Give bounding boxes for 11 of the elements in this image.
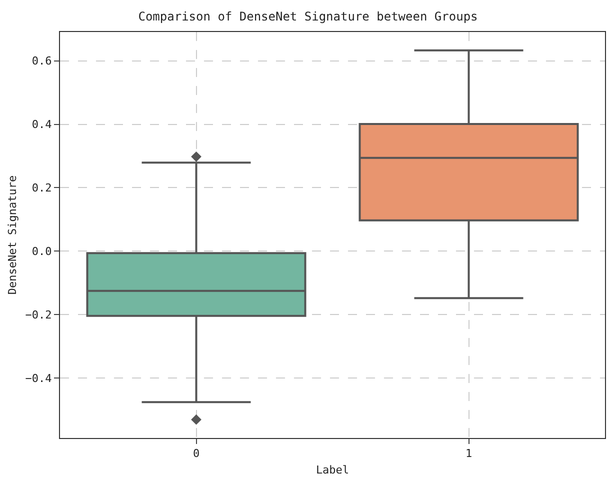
y-tick-label: 0.6 bbox=[32, 54, 52, 68]
y-tick-label: 0.4 bbox=[32, 118, 52, 132]
x-tick-label: 1 bbox=[465, 447, 472, 460]
y-tick-label: 0.0 bbox=[32, 245, 52, 258]
y-tick-label: −0.2 bbox=[25, 308, 52, 322]
y-axis-title: DenseNet Signature bbox=[6, 175, 19, 295]
chart-title: Comparison of DenseNet Signature between Groups bbox=[138, 10, 478, 24]
y-tick-label: 0.2 bbox=[32, 182, 52, 195]
x-tick-label: 0 bbox=[192, 447, 200, 460]
x-axis-title: Label bbox=[316, 463, 350, 476]
y-tick-label: −0.4 bbox=[25, 372, 52, 385]
